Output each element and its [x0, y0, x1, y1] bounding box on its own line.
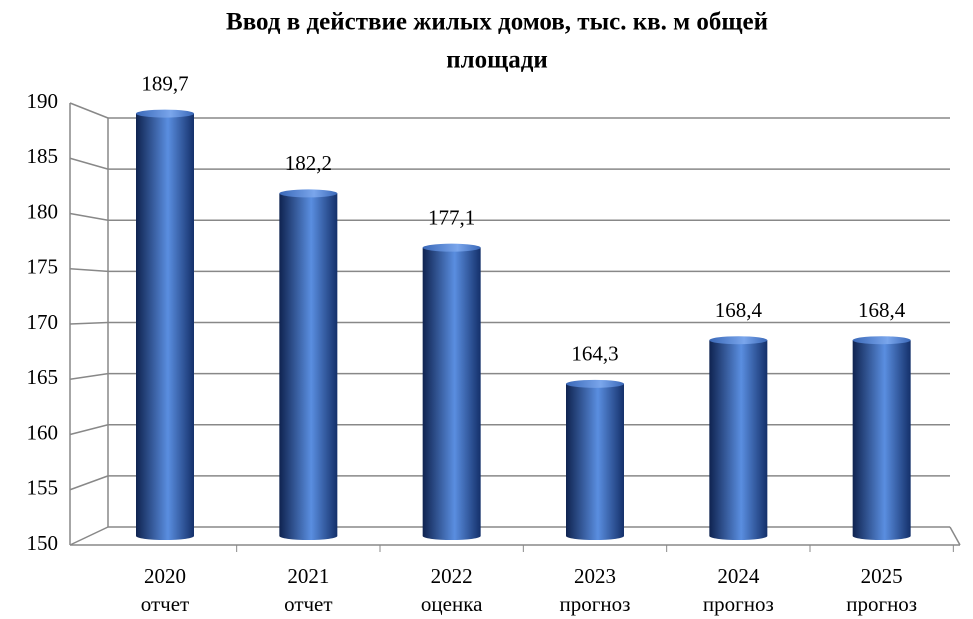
bar-cap — [566, 379, 624, 388]
y-tick-label: 185 — [27, 144, 59, 168]
bar-cap — [422, 243, 481, 252]
x-tick-label: прогноз — [846, 592, 917, 616]
y-tick-label: 180 — [27, 199, 59, 223]
bar-body — [279, 193, 338, 540]
floor-edge — [949, 526, 961, 546]
x-tick-label: 2021 — [287, 564, 329, 588]
y-tick-label: 190 — [27, 89, 59, 113]
grid-line — [69, 102, 109, 119]
x-tick-label: 2022 — [431, 564, 473, 588]
bar-body — [709, 340, 768, 540]
y-tick-label: 150 — [27, 531, 59, 555]
y-tick-label: 170 — [27, 310, 59, 334]
grid-line — [69, 424, 109, 436]
bar — [852, 336, 911, 540]
data-label: 177,1 — [428, 205, 475, 229]
y-tick-label: 165 — [27, 365, 59, 389]
data-label: 189,7 — [141, 71, 188, 95]
grid-line — [69, 475, 109, 491]
x-tick-label: 2025 — [861, 564, 903, 588]
data-label: 168,4 — [715, 298, 763, 322]
bar-cap — [709, 336, 768, 345]
bar — [279, 189, 338, 540]
x-tick-label: отчет — [141, 592, 189, 616]
data-label: 168,4 — [858, 298, 906, 322]
data-label: 182,2 — [285, 151, 332, 175]
bar-body — [422, 247, 481, 540]
chart-title: Ввод в действие жилых домов, тыс. кв. м … — [226, 9, 768, 36]
x-tick-label: прогноз — [560, 592, 631, 616]
bar-cap — [852, 336, 911, 345]
x-tick-label: прогноз — [703, 592, 774, 616]
x-tick-label: отчет — [284, 592, 332, 616]
x-tick-label: оценка — [421, 592, 483, 616]
y-tick-label: 160 — [27, 420, 59, 444]
y-tick-label: 155 — [27, 476, 59, 500]
grid-line — [69, 321, 109, 325]
bar-body — [566, 383, 624, 540]
bar-cap — [136, 109, 194, 118]
grid-line — [69, 372, 109, 380]
chart-title: площади — [446, 47, 548, 74]
bar-body — [852, 340, 911, 540]
bar-cap — [279, 189, 338, 198]
grid-line — [69, 212, 109, 221]
bar — [566, 379, 624, 540]
grid-line — [69, 268, 109, 273]
bar — [709, 336, 768, 540]
bar-body — [136, 113, 194, 540]
grid-line — [69, 526, 109, 546]
grid-line — [69, 157, 109, 170]
bar — [422, 243, 481, 540]
bar — [136, 109, 194, 540]
x-tick-label: 2024 — [717, 564, 760, 588]
data-label: 164,3 — [571, 342, 618, 366]
y-tick-label: 175 — [27, 255, 59, 279]
x-tick-label: 2023 — [574, 564, 616, 588]
x-tick-label: 2020 — [144, 564, 186, 588]
